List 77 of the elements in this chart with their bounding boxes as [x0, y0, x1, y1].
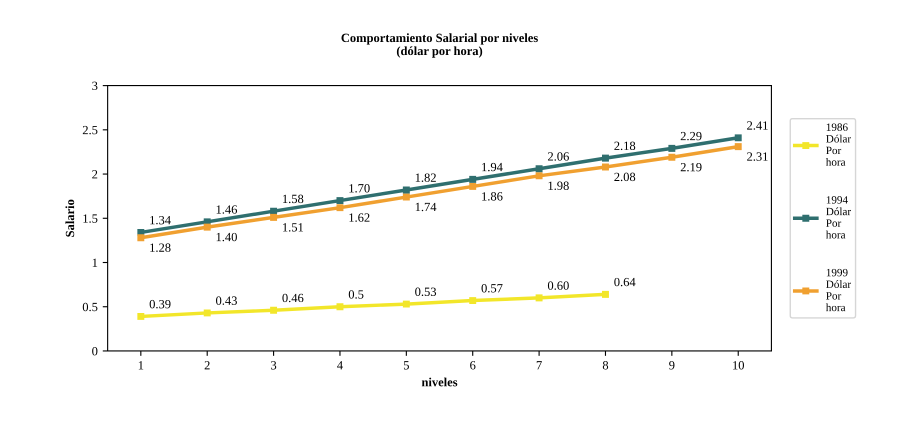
y-tick-label: 3	[92, 82, 98, 90]
y-tick-label: 1	[92, 258, 98, 267]
point	[536, 172, 543, 180]
y-tick-label: 2.5	[82, 126, 98, 134]
y-axis-title: Salario	[65, 200, 74, 237]
x-tick-label: 8	[602, 361, 608, 370]
data-label: 2.06	[548, 152, 569, 161]
data-label: 1.51	[283, 223, 304, 232]
data-label: 2.08	[614, 172, 636, 182]
data-label: 1.86	[482, 192, 503, 201]
point	[536, 165, 543, 172]
data-label: 0.39	[150, 300, 171, 308]
x-tick-label: 4	[337, 361, 343, 370]
point	[336, 303, 344, 310]
point	[402, 194, 410, 201]
point	[668, 154, 676, 161]
data-label: 0.43	[216, 296, 237, 305]
data-label: 2.29	[680, 132, 702, 140]
x-tick-label: 3	[271, 361, 276, 370]
data-label: 0.64	[614, 278, 636, 286]
chart-title: Comportamiento Salarial por niveles (dólar por hora)	[341, 33, 538, 58]
point	[204, 224, 211, 231]
point	[270, 208, 278, 215]
data-label: 0.53	[415, 288, 436, 296]
x-tick-label: 10	[733, 361, 744, 370]
y-tick-label: 1.5	[83, 214, 98, 223]
point	[469, 182, 476, 190]
data-label: 0.60	[548, 281, 569, 290]
data-label: 1.98	[548, 182, 569, 190]
data-label: 1.74	[416, 202, 436, 212]
point	[602, 290, 609, 298]
data-label: 2.31	[747, 152, 768, 161]
data-label: 1.58	[283, 194, 304, 204]
x-tick-label: 9	[669, 361, 674, 370]
data-label: 2.41	[747, 121, 768, 130]
point	[536, 294, 543, 302]
point	[336, 204, 344, 212]
y-tick-label: 2	[92, 170, 98, 178]
data-label: 2.19	[680, 162, 702, 172]
point	[137, 312, 144, 320]
data-label: 1.40	[216, 232, 237, 242]
point	[270, 306, 278, 314]
x-tick-label: 5	[404, 361, 409, 370]
data-label: 2.18	[614, 142, 636, 150]
y-tick-label: 0	[92, 346, 98, 356]
data-label: 0.57	[482, 284, 503, 292]
x-axis-title: niveles	[422, 378, 458, 386]
y-tick-label: 0.5	[82, 302, 98, 312]
point	[137, 234, 144, 242]
data-label: 1.70	[349, 184, 370, 193]
point	[270, 214, 278, 221]
x-tick-label: 1	[138, 361, 144, 370]
x-tick-label: 2	[204, 361, 210, 370]
data-label: 0.46	[282, 294, 304, 302]
point	[336, 197, 344, 204]
point	[402, 300, 410, 308]
legend-label: 1999 Dólar Por hora	[826, 268, 852, 312]
point	[602, 154, 609, 162]
data-label: 0.5	[348, 290, 364, 299]
point	[469, 297, 476, 304]
data-label: 1.28	[150, 243, 171, 252]
legend-label: 1994 Dólar Por hora	[826, 196, 852, 238]
point	[668, 144, 676, 152]
x-tick-label: 6	[470, 361, 476, 370]
data-label: 1.34	[150, 216, 171, 224]
point	[602, 164, 609, 170]
x-tick-label: 7	[536, 361, 542, 370]
point	[402, 186, 410, 194]
point	[734, 134, 742, 142]
point	[734, 143, 742, 150]
data-label: 1.82	[416, 173, 436, 182]
data-label: 1.46	[216, 205, 238, 214]
point	[469, 176, 476, 183]
legend-label: 1986 Dólar Por hora	[826, 123, 852, 166]
point	[204, 309, 211, 316]
data-label: 1.94	[482, 162, 503, 172]
data-label: 1.62	[349, 213, 370, 222]
